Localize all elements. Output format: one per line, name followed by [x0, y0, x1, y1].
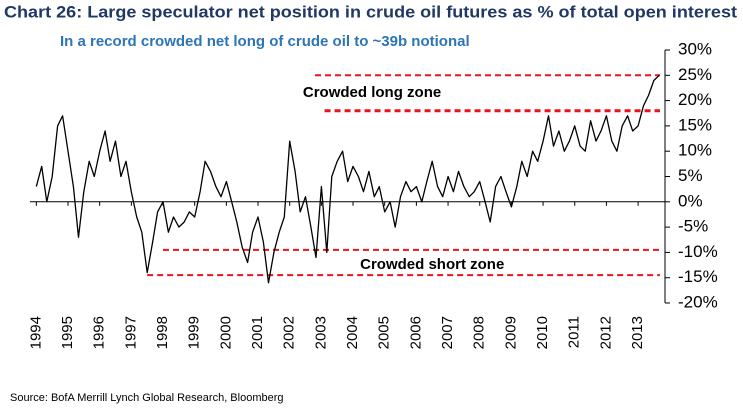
y-tick-label: 25%	[678, 65, 712, 84]
y-tick-label: -15%	[678, 267, 718, 286]
annotation: Crowded long zone	[303, 84, 441, 101]
y-tick-label: 20%	[678, 90, 712, 109]
y-tick-label: 5%	[678, 166, 703, 185]
x-tick-label: 1997	[122, 316, 139, 349]
x-tick-label: 1996	[91, 316, 108, 349]
y-tick-label: 15%	[678, 115, 712, 134]
x-tick-label: 2011	[566, 316, 583, 348]
x-tick-label: 2000	[217, 316, 234, 349]
x-tick-label: 1999	[186, 316, 203, 349]
x-tick-label: 1994	[27, 316, 44, 349]
x-tick-label: 2005	[376, 316, 393, 349]
x-tick-label: 2003	[312, 316, 329, 349]
x-tick-label: 2001	[249, 316, 266, 349]
x-tick-label: 2006	[407, 316, 424, 349]
x-tick-label: 2002	[281, 316, 298, 349]
y-tick-label: 30%	[678, 39, 712, 58]
x-tick-label: 2012	[597, 316, 614, 349]
x-tick-label: 2007	[439, 316, 456, 349]
chart-title: Chart 26: Large speculator net position …	[4, 2, 737, 21]
y-tick-label: -10%	[678, 242, 718, 261]
y-tick-label: 0%	[678, 191, 703, 210]
x-tick-label: 1998	[154, 316, 171, 349]
annotation: Crowded short zone	[360, 256, 504, 273]
x-tick-label: 1995	[59, 316, 76, 349]
x-tick-label: 2008	[471, 316, 488, 349]
chart-subtitle: In a record crowded net long of crude oi…	[60, 33, 470, 50]
y-tick-label: 10%	[678, 141, 712, 160]
x-tick-label: 2009	[502, 316, 519, 349]
x-tick-label: 2013	[629, 316, 646, 349]
y-tick-label: -5%	[678, 217, 708, 236]
source-note: Source: BofA Merrill Lynch Global Resear…	[10, 392, 284, 404]
x-tick-label: 2004	[344, 316, 361, 349]
data-line	[35, 74, 660, 284]
x-tick-label: 2010	[534, 316, 551, 349]
y-tick-label: -20%	[678, 292, 718, 311]
